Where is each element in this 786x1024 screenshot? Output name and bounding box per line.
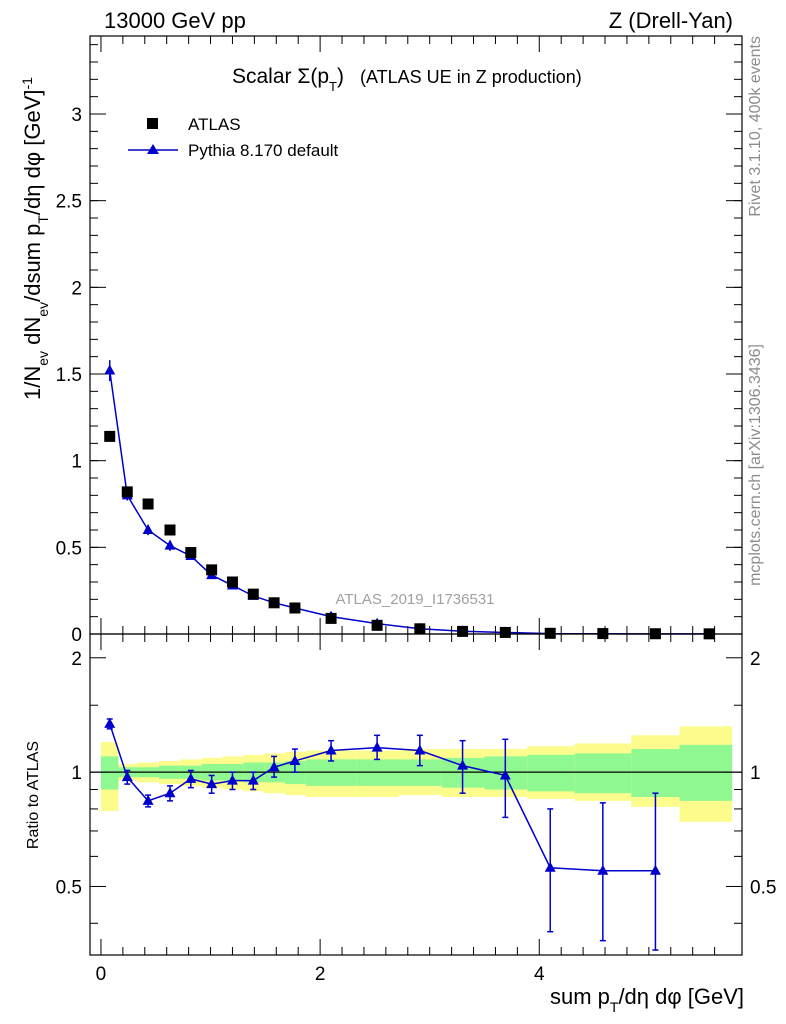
- atlas-point: [164, 524, 176, 536]
- ratio-point: [597, 864, 609, 875]
- y-tick-label: 3: [71, 105, 82, 126]
- y-tick-label: 2: [71, 278, 82, 299]
- ratio-y-tick-label: 0.5: [56, 877, 82, 898]
- y-tick-label: 0: [71, 625, 82, 646]
- plot-title: Scalar Σ(pT) (ATLAS UE in Z production): [232, 65, 582, 94]
- atlas-point: [289, 602, 301, 614]
- ratio-point: [371, 741, 383, 752]
- ratio-point: [104, 717, 116, 728]
- svg-text:1/Nev dNev/dsum pT/dη dφ [GeV]: 1/Nev dNev/dsum pT/dη dφ [GeV]-1: [19, 77, 51, 400]
- ratio-point: [457, 759, 469, 770]
- atlas-point: [544, 627, 556, 639]
- ratio-point: [414, 744, 426, 755]
- svg-text:Scalar Σ(pT): Scalar Σ(pT): [232, 65, 344, 94]
- ratio-point: [206, 778, 218, 789]
- analysis-watermark: ATLAS_2019_I1736531: [335, 591, 494, 608]
- ratio-point: [121, 771, 133, 782]
- stat-uncertainty-band: [631, 749, 680, 797]
- legend-atlas-marker: [147, 118, 158, 129]
- x-tick-label: 0: [96, 964, 107, 985]
- ratio-point: [247, 774, 259, 785]
- legend: ATLAS Pythia 8.170 default: [128, 115, 339, 160]
- x-tick-label: 4: [534, 964, 545, 985]
- header-left: 13000 GeV pp: [104, 8, 246, 33]
- pythia-point: [164, 539, 176, 550]
- y-tick-label: 1.5: [56, 365, 82, 386]
- atlas-point: [414, 623, 426, 635]
- ratio-point: [649, 864, 661, 875]
- x-axis-label: sum pT/dη dφ [GeV]: [550, 984, 744, 1015]
- atlas-point: [247, 588, 259, 600]
- atlas-point: [142, 498, 154, 510]
- ratio-y-tick-label: 2: [71, 649, 82, 670]
- ratio-y-tick-label-right: 2: [750, 649, 761, 670]
- stat-uncertainty-band: [527, 754, 575, 792]
- legend-pythia-marker: [147, 144, 159, 154]
- ratio-point: [499, 769, 511, 780]
- main-ticks: 0 0.5 1 1.5 2 2.5 3: [56, 36, 742, 646]
- ratio-y-tick-label: 1: [71, 763, 82, 784]
- atlas-point: [457, 625, 469, 637]
- atlas-point: [121, 486, 133, 498]
- atlas-point: [325, 612, 337, 624]
- ratio-point: [226, 774, 238, 785]
- y-tick-label: 1: [71, 452, 82, 473]
- ratio-panel: 0.5 0.5 1 1 2 2 0 2 4 Ratio to ATLAS sum pT/dη d…: [25, 633, 776, 1015]
- legend-atlas-label: ATLAS: [188, 115, 241, 134]
- legend-pythia-label: Pythia 8.170 default: [188, 141, 339, 160]
- ratio-plot-area: [90, 717, 742, 951]
- ratio-point: [268, 761, 280, 772]
- x-tick-label: 2: [315, 964, 326, 985]
- main-y-axis-label: 1/Nev dNev/dsum pT/dη dφ [GeV]-1: [19, 77, 51, 400]
- ratio-point: [325, 744, 337, 755]
- ratio-point: [544, 861, 556, 872]
- atlas-point: [499, 626, 511, 638]
- main-panel: 0 0.5 1 1.5 2 2.5 3 ATLAS_2019_I1736531 Scalar…: [19, 35, 743, 646]
- side-mcplots-label: mcplots.cern.ch [arXiv:1306.3436]: [747, 344, 764, 586]
- atlas-point: [206, 564, 218, 576]
- pythia-point: [142, 524, 154, 534]
- atlas-point: [268, 597, 280, 609]
- ratio-frame: [89, 633, 743, 956]
- stat-uncertainty-band: [679, 744, 733, 801]
- svg-text:(ATLAS UE in Z production): (ATLAS UE in Z production): [360, 67, 582, 87]
- side-rivet-label: Rivet 3.1.10, 400k events: [747, 36, 764, 217]
- svg-text:sum pT/dη dφ [GeV]: sum pT/dη dφ [GeV]: [550, 984, 744, 1015]
- atlas-point: [371, 619, 383, 631]
- pythia-point: [104, 364, 116, 375]
- header-right: Z (Drell-Yan): [609, 8, 733, 33]
- ratio-y-tick-label-right: 1: [750, 763, 761, 784]
- atlas-point: [185, 547, 197, 559]
- ratio-point: [164, 787, 176, 798]
- stat-uncertainty-band: [574, 753, 632, 794]
- atlas-point: [226, 576, 238, 588]
- atlas-point: [104, 430, 116, 442]
- ratio-point: [289, 754, 301, 765]
- stat-uncertainty-band: [100, 756, 119, 790]
- ratio-point: [185, 772, 197, 783]
- ratio-y-axis-label: Ratio to ATLAS: [25, 741, 42, 849]
- y-tick-label: 0.5: [56, 538, 82, 559]
- ratio-y-tick-label-right: 0.5: [750, 877, 776, 898]
- y-tick-label: 2.5: [56, 192, 82, 213]
- ratio-point: [142, 794, 154, 805]
- ratio-ticks: 0.5 0.5 1 1 2 2 0 2 4: [56, 634, 776, 985]
